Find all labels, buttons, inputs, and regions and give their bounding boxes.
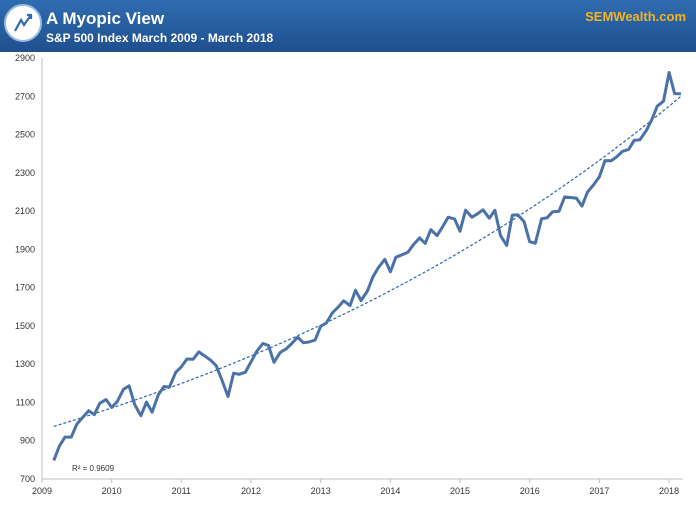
y-tick-label: 1300 bbox=[15, 359, 35, 369]
y-tick-label: 700 bbox=[20, 474, 35, 484]
trend-line bbox=[53, 95, 682, 427]
y-tick-label: 1900 bbox=[15, 244, 35, 254]
x-tick-label: 2017 bbox=[589, 486, 609, 496]
y-tick-label: 2100 bbox=[15, 206, 35, 216]
y-tick-label: 1100 bbox=[16, 397, 35, 407]
chart-subtitle: S&P 500 Index March 2009 - March 2018 bbox=[46, 31, 274, 45]
y-tick-label: 900 bbox=[20, 436, 35, 446]
x-tick-label: 2016 bbox=[520, 486, 540, 496]
x-tick-label: 2011 bbox=[172, 486, 191, 496]
r-squared-annotation: R² = 0.9609 bbox=[72, 464, 115, 473]
x-tick-label: 2018 bbox=[659, 486, 679, 496]
y-tick-label: 2900 bbox=[15, 53, 35, 63]
x-tick-label: 2012 bbox=[241, 486, 261, 496]
y-tick-label: 2300 bbox=[15, 168, 35, 178]
x-tick-label: 2014 bbox=[380, 486, 400, 496]
x-tick-label: 2013 bbox=[311, 486, 331, 496]
x-tick-label: 2015 bbox=[450, 486, 470, 496]
sem-logo-icon bbox=[4, 4, 42, 42]
chart-title: A Myopic View bbox=[46, 9, 165, 28]
brand-label: SEMWealth.com bbox=[585, 9, 686, 24]
y-tick-label: 1700 bbox=[15, 283, 35, 293]
sp500-series-line bbox=[52, 71, 681, 461]
y-tick-label: 2700 bbox=[15, 91, 35, 101]
y-tick-label: 1500 bbox=[15, 321, 35, 331]
x-tick-label: 2010 bbox=[102, 486, 122, 496]
y-tick-label: 2500 bbox=[15, 130, 35, 140]
chart-header bbox=[0, 0, 696, 52]
x-tick-label: 2009 bbox=[32, 486, 52, 496]
